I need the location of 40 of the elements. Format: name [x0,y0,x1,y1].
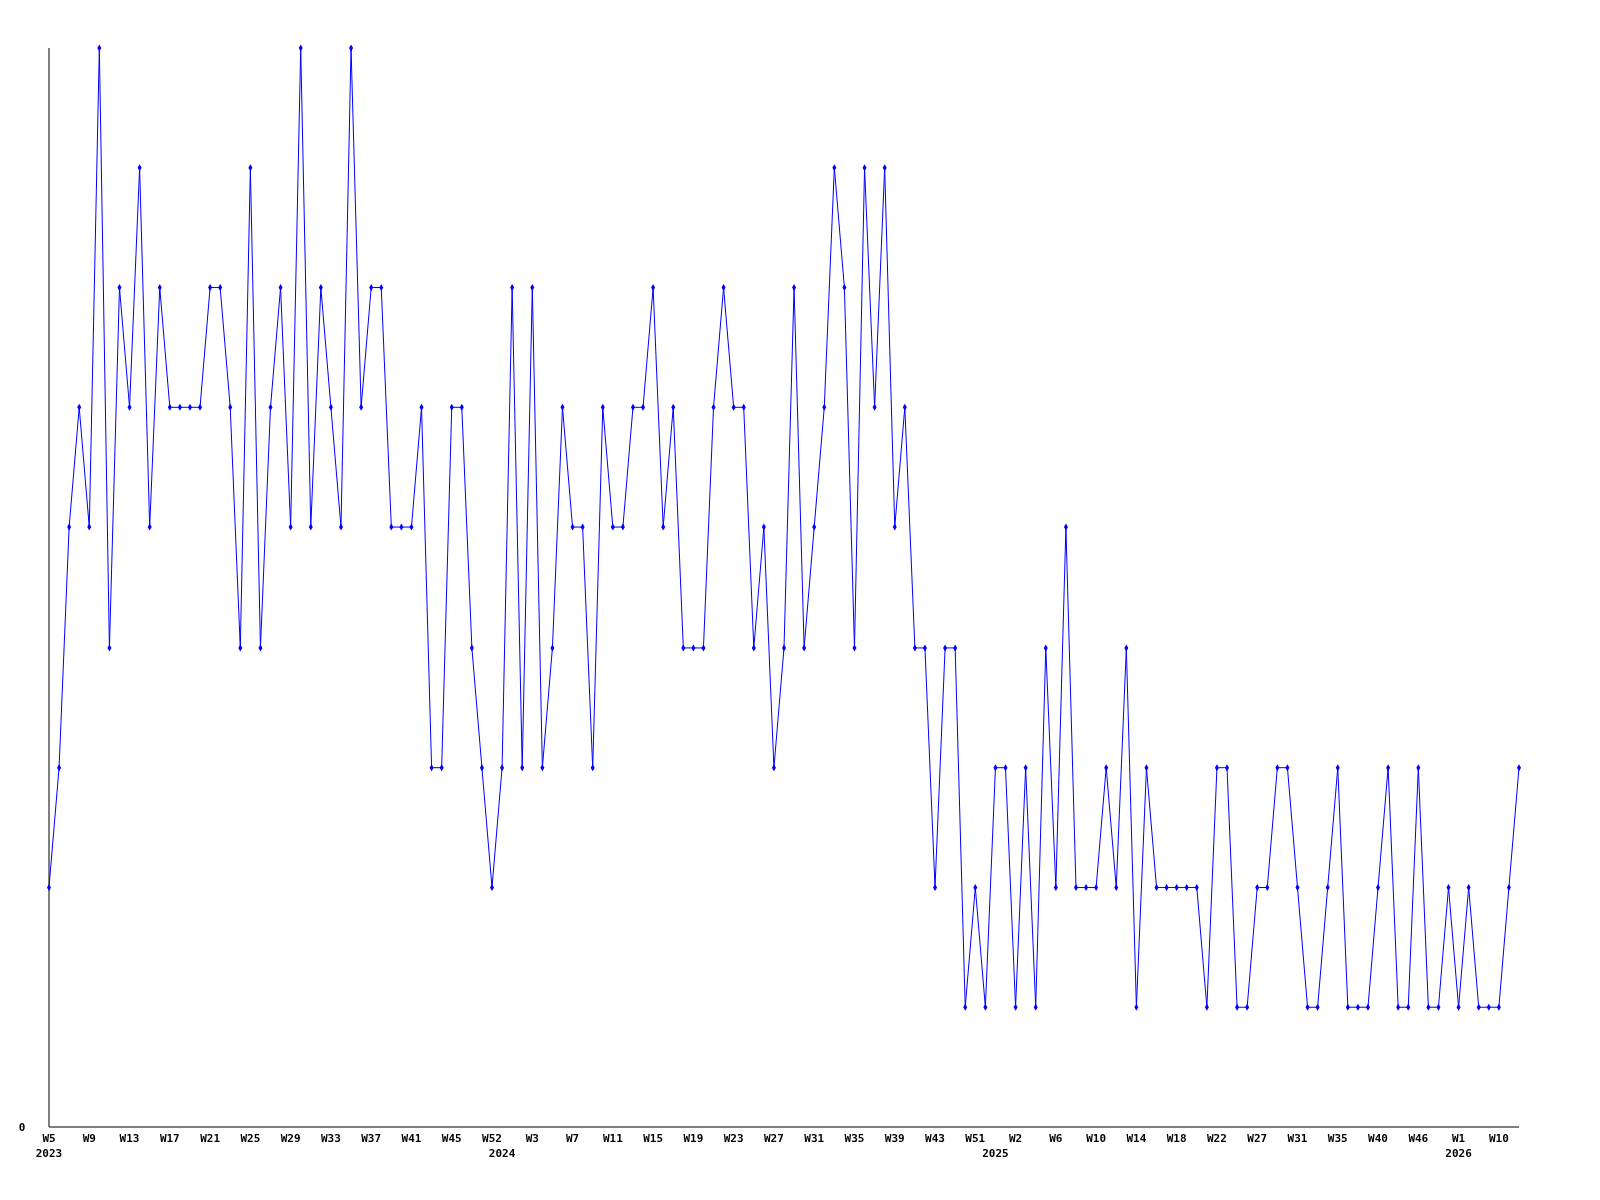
x-tick-label: W1 2026 [1445,1132,1473,1160]
x-tick-label: W25 [240,1132,261,1145]
x-tick-label: W14 [1126,1132,1147,1145]
x-tick-label: 2025 [982,1147,1009,1160]
x-tick-label: W15 [643,1132,664,1145]
text: 0 [18,1121,26,1134]
x-tick-label: W6 [1049,1132,1063,1145]
x-tick-label: W11 [602,1132,624,1145]
x-tick-label: W46 [1408,1132,1429,1145]
x-tick-label: W51 [965,1132,986,1145]
x-tick-label: W22 [1207,1132,1227,1145]
x-tick-label: W2 [1008,1132,1023,1145]
x-tick-label: W10 [1086,1132,1107,1145]
x-tick-label: W39 [884,1132,905,1145]
x-tick-label: W3 [525,1132,539,1145]
x-tick-label: W45 [441,1132,462,1145]
x-tick-label: W43 [925,1132,945,1145]
x-tick-label: W17 [159,1132,180,1145]
x-tick-label: W40 [1368,1132,1388,1145]
x-tick-label: W33 [320,1132,341,1145]
x-tick-label: W31 [804,1132,825,1145]
x-tick-label: W27 [763,1132,784,1145]
x-tick-label: 2024 [488,1147,516,1160]
x-tick-label: W52 [482,1132,502,1145]
x-tick-label: W18 [1166,1132,1187,1145]
x-tick-label: W37 [361,1132,382,1145]
x-tick-label: W19 [683,1132,704,1145]
x-tick-label: W23 [723,1132,744,1145]
x-tick-label: W35 [844,1132,865,1145]
x-tick-label: W41 [401,1132,422,1145]
x-tick-label: W27 [1247,1132,1268,1145]
x-tick-label: W10 [1488,1132,1509,1145]
x-tick-label: W5 2023 [35,1132,63,1160]
x-tick-label: W13 [119,1132,140,1145]
x-tick-label: W29 [280,1132,301,1145]
x-tick-label: W31 [1287,1132,1308,1145]
x-tick-label: W7 [565,1132,580,1145]
x-tick-label: W21 [200,1132,221,1145]
x-tick-label: W35 [1327,1132,1348,1145]
x-tick-label: W9 [82,1132,96,1145]
